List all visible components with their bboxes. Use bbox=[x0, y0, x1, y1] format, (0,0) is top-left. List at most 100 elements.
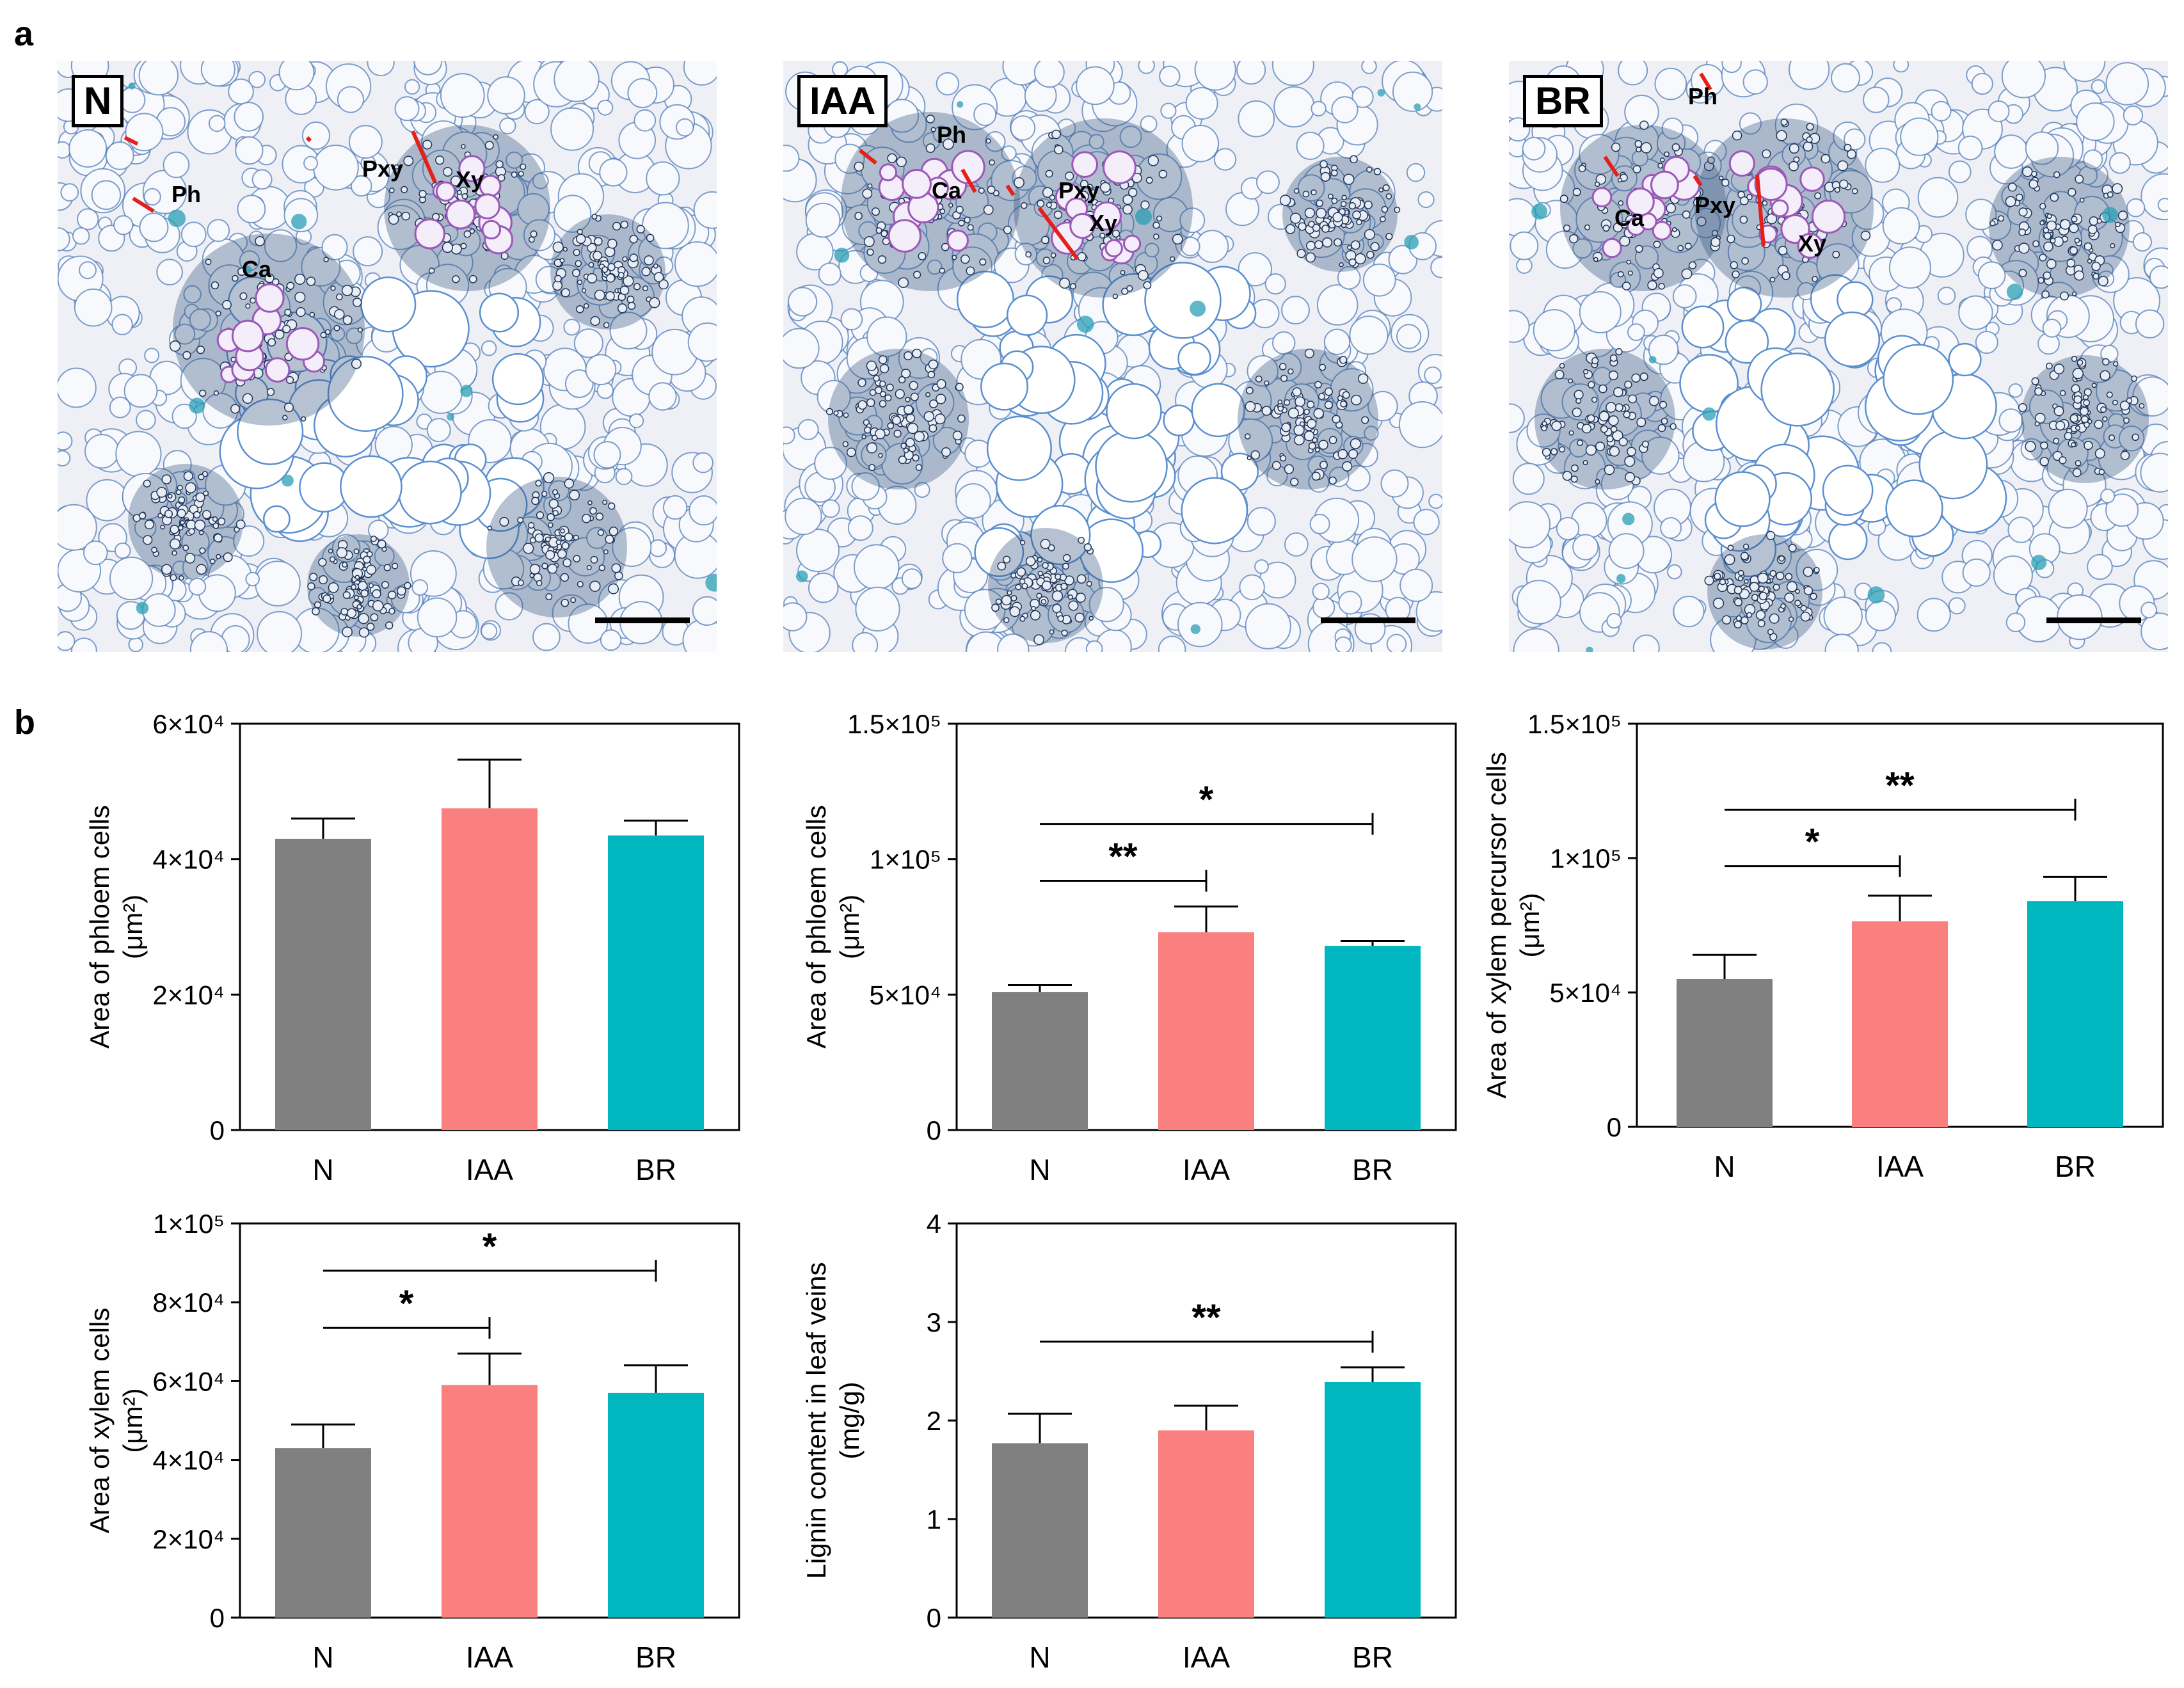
phloem-cell bbox=[1033, 634, 1044, 646]
phloem-cell bbox=[1776, 130, 1787, 141]
phloem-cell bbox=[620, 220, 629, 229]
phloem-cell bbox=[1334, 238, 1343, 247]
pith-cell bbox=[1948, 342, 1982, 377]
phloem-cell bbox=[319, 575, 328, 585]
phloem-cell bbox=[903, 447, 909, 454]
phloem-cell bbox=[587, 500, 593, 506]
parenchyma-cell bbox=[1338, 591, 1362, 615]
phloem-cell bbox=[573, 248, 580, 257]
phloem-cell bbox=[2076, 359, 2084, 366]
parenchyma-cell bbox=[2100, 488, 2116, 504]
phloem-cell bbox=[1350, 438, 1361, 449]
parenchyma-cell bbox=[1572, 238, 1593, 259]
parenchyma-cell bbox=[1428, 493, 1442, 509]
phloem-cell bbox=[854, 161, 864, 172]
parenchyma-cell bbox=[1158, 635, 1186, 652]
phloem-cell bbox=[833, 410, 839, 416]
y-tick-label: 1×10⁵ bbox=[153, 1209, 225, 1239]
phloem-cell bbox=[936, 394, 946, 404]
xylem-vessel bbox=[285, 327, 320, 361]
parenchyma-cell bbox=[128, 637, 143, 652]
phloem-cell bbox=[871, 434, 878, 442]
phloem-cell bbox=[351, 584, 357, 590]
phloem-cell bbox=[1052, 603, 1062, 614]
phloem-cell bbox=[590, 555, 598, 564]
phloem-cell bbox=[1773, 584, 1780, 591]
parenchyma-cell bbox=[1988, 100, 2010, 122]
phloem-cell bbox=[895, 389, 905, 399]
phloem-cell bbox=[2043, 271, 2052, 280]
phloem-cell bbox=[195, 492, 205, 502]
phloem-cell bbox=[1604, 464, 1615, 475]
stain-spot bbox=[1702, 407, 1716, 421]
parenchyma-cell bbox=[1194, 61, 1236, 91]
parenchyma-cell bbox=[1618, 61, 1648, 86]
phloem-cell bbox=[1617, 177, 1623, 183]
phloem-cell bbox=[2087, 225, 2098, 234]
phloem-cell bbox=[1053, 210, 1063, 219]
phloem-cell bbox=[910, 392, 919, 401]
phloem-cell bbox=[1606, 435, 1614, 443]
phloem-cell bbox=[232, 275, 239, 282]
phloem-cell bbox=[1619, 235, 1630, 247]
pith-cell bbox=[262, 505, 291, 533]
phloem-cell bbox=[1602, 225, 1610, 232]
phloem-cell bbox=[1394, 206, 1401, 213]
phloem-cell bbox=[2139, 402, 2145, 409]
phloem-cell bbox=[1757, 572, 1769, 584]
phloem-cell bbox=[342, 591, 351, 600]
cell-texture bbox=[58, 61, 717, 652]
phloem-cell bbox=[1677, 244, 1684, 251]
phloem-cell bbox=[1608, 370, 1618, 381]
phloem-cell bbox=[586, 564, 592, 571]
phloem-cell bbox=[960, 254, 970, 264]
parenchyma-cell bbox=[1281, 296, 1310, 325]
phloem-cell bbox=[642, 285, 649, 292]
stain-spot bbox=[796, 570, 808, 582]
phloem-cell bbox=[518, 171, 524, 177]
y-tick-label: 0 bbox=[927, 1603, 941, 1633]
stain-spot bbox=[957, 101, 964, 108]
phloem-cell bbox=[570, 597, 577, 603]
phloem-cell bbox=[342, 562, 348, 568]
y-axis-title-line: (μm²) bbox=[118, 895, 148, 959]
parenchyma-cell bbox=[183, 285, 202, 304]
parenchyma-cell bbox=[481, 340, 497, 356]
tissue-label-pxy: Pxy bbox=[362, 155, 404, 182]
parenchyma-cell bbox=[337, 86, 364, 113]
phloem-cell bbox=[1040, 539, 1051, 550]
parenchyma-cell bbox=[1522, 136, 1546, 161]
phloem-cell bbox=[1634, 140, 1643, 148]
phloem-cell bbox=[825, 408, 833, 415]
xylem-vessel bbox=[1771, 199, 1789, 218]
xylem-vessel bbox=[1602, 237, 1622, 259]
stain-spot bbox=[1190, 300, 1206, 317]
phloem-cell bbox=[1707, 156, 1715, 164]
x-tick-label: BR bbox=[635, 1641, 676, 1674]
phloem-cell bbox=[144, 520, 154, 530]
tissue-measure-line bbox=[132, 196, 155, 213]
parenchyma-cell bbox=[440, 73, 485, 118]
phloem-cell bbox=[1584, 224, 1591, 230]
phloem-cell bbox=[1572, 187, 1581, 196]
phloem-cell bbox=[1640, 142, 1652, 154]
parenchyma-cell bbox=[2132, 232, 2153, 252]
phloem-cell bbox=[2107, 191, 2114, 198]
phloem-cell bbox=[2074, 237, 2080, 244]
phloem-cell bbox=[1040, 599, 1047, 605]
phloem-cell bbox=[1732, 270, 1740, 278]
stain-spot bbox=[282, 474, 294, 487]
xylem-vessel bbox=[1650, 170, 1679, 200]
phloem-cell bbox=[528, 236, 535, 243]
phloem-cell bbox=[529, 564, 541, 575]
parenchyma-cell bbox=[109, 396, 131, 418]
phloem-cell bbox=[2113, 361, 2119, 367]
phloem-cell bbox=[2068, 187, 2076, 197]
phloem-cell bbox=[1657, 163, 1664, 169]
phloem-cell bbox=[1653, 241, 1661, 248]
phloem-cell bbox=[518, 579, 525, 586]
phloem-cell bbox=[1613, 386, 1623, 397]
phloem-cell bbox=[575, 234, 586, 244]
phloem-cell bbox=[1696, 216, 1707, 227]
phloem-cell bbox=[493, 134, 498, 140]
